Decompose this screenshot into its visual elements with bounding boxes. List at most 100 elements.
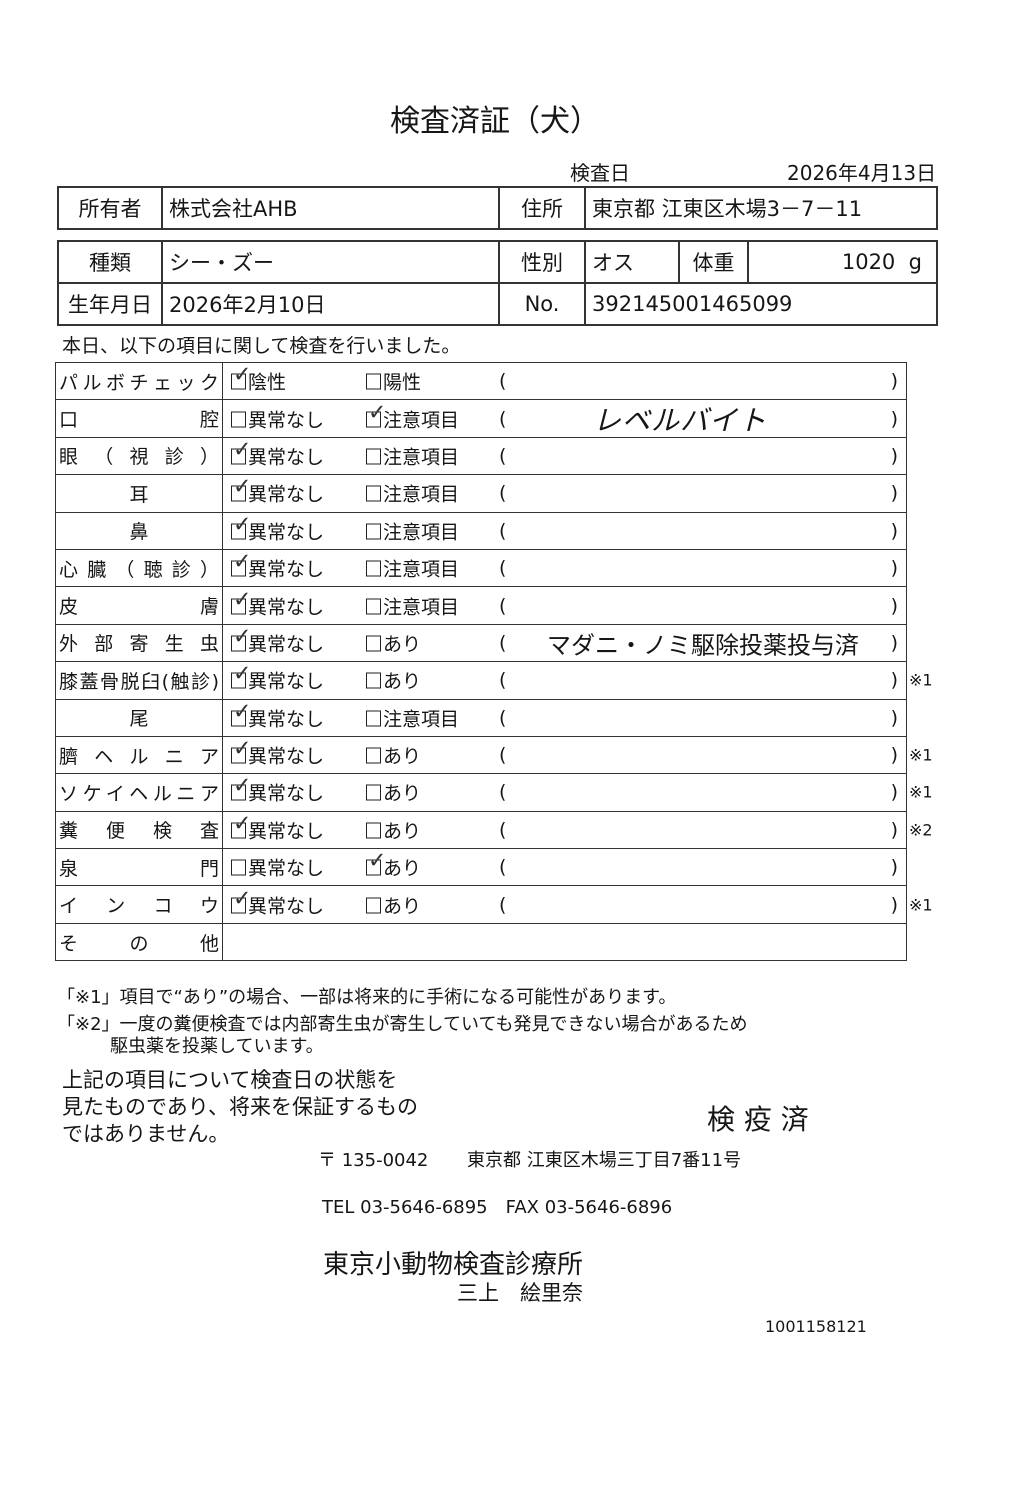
clinic-name: 東京小動物検査診療所 <box>323 1250 584 1280</box>
no-value: 392145001465099 <box>584 282 938 326</box>
item-label: 糞便検査 <box>55 810 223 850</box>
option-1-label: 異常なし <box>248 820 325 843</box>
option-2: あり <box>366 667 421 694</box>
item-body: ✓ 陰性 陽性 ( ) <box>222 361 907 401</box>
checkbox-option-1[interactable]: ✓ <box>231 512 251 540</box>
option-2: 注意項目 <box>366 442 459 469</box>
open-paren: ( <box>499 407 507 430</box>
open-paren: ( <box>499 557 507 580</box>
footnote-1: 「※1」項目で“あり”の場合、一部は将来的に手術になる可能性があります。 <box>57 987 677 1008</box>
item-body: ✓ 異常なし あり ( ) ※1 <box>222 773 933 812</box>
checklist-row: インコウ ✓ 異常なし あり ( ) ※1 <box>55 885 933 924</box>
footnote-mark: ※1 <box>909 895 933 915</box>
option-2: 注意項目 <box>366 592 459 619</box>
option-2-label: 注意項目 <box>383 521 460 544</box>
option-2: あり <box>366 629 421 656</box>
checklist-row: 眼（視診） ✓ 異常なし 注意項目 ( ) <box>55 436 907 476</box>
checkbox-option-2[interactable] <box>366 560 381 577</box>
option-1-label: 陰性 <box>248 371 287 394</box>
checkbox-option-1[interactable]: ✓ <box>231 811 251 839</box>
checklist-row: 外部寄生虫 ✓ 異常なし あり ( マダニ・ノミ駆除投薬投与済 ) <box>55 623 907 663</box>
footnote-mark: ※1 <box>909 782 933 802</box>
quarantine-stamp: 検 疫 済 <box>707 1103 809 1136</box>
owner-table: 所有者 株式会社AHB 住所 東京都 江東区木場3－7－11 <box>57 186 938 230</box>
checkbox-option-2[interactable] <box>366 897 381 914</box>
checkbox-option-2[interactable] <box>366 635 381 652</box>
option-1-label: 異常なし <box>248 708 325 731</box>
close-paren: ) <box>890 744 898 767</box>
item-body: 異常なし ✓ あり ( ) <box>222 848 907 887</box>
checkbox-option-1[interactable] <box>231 411 246 428</box>
open-paren: ( <box>499 818 507 841</box>
option-2-label: あり <box>383 895 422 918</box>
exam-date-label: 検査日 <box>570 161 630 185</box>
open-paren: ( <box>499 519 507 542</box>
option-2-label: あり <box>383 745 422 768</box>
checkbox-option-2[interactable]: ✓ <box>366 400 386 428</box>
checkbox-option-1[interactable]: ✓ <box>231 363 251 390</box>
checkbox-option-2[interactable] <box>366 523 381 540</box>
checkbox-option-2[interactable] <box>366 672 381 689</box>
option-2-label: 注意項目 <box>383 446 460 469</box>
checkbox-option-2[interactable] <box>366 448 381 465</box>
checkbox-option-1[interactable]: ✓ <box>231 475 251 502</box>
item-label: 耳 <box>55 474 223 513</box>
checkbox-option-1[interactable]: ✓ <box>231 699 251 727</box>
item-body: ✓ 異常なし 注意項目 ( ) <box>222 511 907 550</box>
checkbox-option-1[interactable]: ✓ <box>231 587 251 615</box>
checkbox-option-2[interactable] <box>366 710 381 727</box>
checklist-row: 糞便検査 ✓ 異常なし あり ( ) ※2 <box>55 810 933 850</box>
checkbox-option-2[interactable] <box>366 747 381 764</box>
weight-label: 体重 <box>678 240 749 284</box>
option-1: ✓ 陰性 <box>231 363 287 395</box>
checkbox-option-1[interactable]: ✓ <box>231 437 251 465</box>
check-mark-icon: ✓ <box>233 437 252 463</box>
option-1: ✓ 異常なし <box>231 811 325 843</box>
no-label: No. <box>498 282 586 326</box>
close-paren: ) <box>890 370 898 393</box>
option-2-label: あり <box>383 633 422 656</box>
checkbox-option-2[interactable] <box>366 485 381 502</box>
item-label: パルボチェック <box>55 361 223 401</box>
open-paren: ( <box>499 444 507 467</box>
weight-number: 1020 <box>841 250 896 274</box>
item-label: 外部寄生虫 <box>55 623 223 663</box>
option-1-label: 異常なし <box>248 670 325 693</box>
checkbox-option-1[interactable]: ✓ <box>231 886 251 914</box>
footnote-2-cont: 駆虫薬を投薬しています。 <box>110 1036 324 1057</box>
option-2: 注意項目 <box>366 480 459 507</box>
option-1: ✓ 異常なし <box>231 512 324 544</box>
open-paren: ( <box>499 781 507 804</box>
checkbox-option-1[interactable] <box>231 859 246 876</box>
checkbox-option-1[interactable]: ✓ <box>231 662 251 689</box>
checkbox-option-2[interactable] <box>366 373 381 390</box>
option-2-label: 注意項目 <box>383 483 460 506</box>
close-paren: ) <box>890 781 898 804</box>
check-mark-icon: ✓ <box>233 811 252 837</box>
open-paren: ( <box>499 706 507 729</box>
option-1: ✓ 異常なし <box>231 774 324 806</box>
option-2-label: 陽性 <box>383 371 422 394</box>
checkbox-option-2[interactable]: ✓ <box>366 849 386 876</box>
weight-value: 1020 g <box>747 240 938 284</box>
option-2: あり <box>366 742 421 769</box>
checkbox-option-1[interactable]: ✓ <box>231 737 251 764</box>
checkbox-option-2[interactable] <box>366 822 381 839</box>
checkbox-option-2[interactable] <box>366 598 381 615</box>
open-paren: ( <box>499 669 507 692</box>
breed-value: シー・ズー <box>161 240 500 284</box>
close-paren: ) <box>890 519 898 542</box>
option-1-label: 異常なし <box>248 745 325 768</box>
item-body: ✓ 異常なし 注意項目 ( ) <box>222 698 907 737</box>
document-title: 検査済証（犬） <box>390 104 600 139</box>
person-name: 三上 絵里奈 <box>457 1281 583 1305</box>
checkbox-option-1[interactable]: ✓ <box>231 774 251 801</box>
checkbox-option-2[interactable] <box>366 784 381 801</box>
checkbox-option-1[interactable]: ✓ <box>231 624 251 652</box>
item-body: 異常なし ✓ 注意項目 ( レベルバイト ) <box>222 399 907 438</box>
checkbox-option-1[interactable]: ✓ <box>231 550 251 577</box>
close-paren: ) <box>890 482 898 505</box>
item-body: ✓ 異常なし 注意項目 ( ) <box>222 474 907 513</box>
intro-text: 本日、以下の項目に関して検査を行いました。 <box>62 335 461 357</box>
checklist-row: 皮膚 ✓ 異常なし 注意項目 ( ) <box>55 586 907 625</box>
